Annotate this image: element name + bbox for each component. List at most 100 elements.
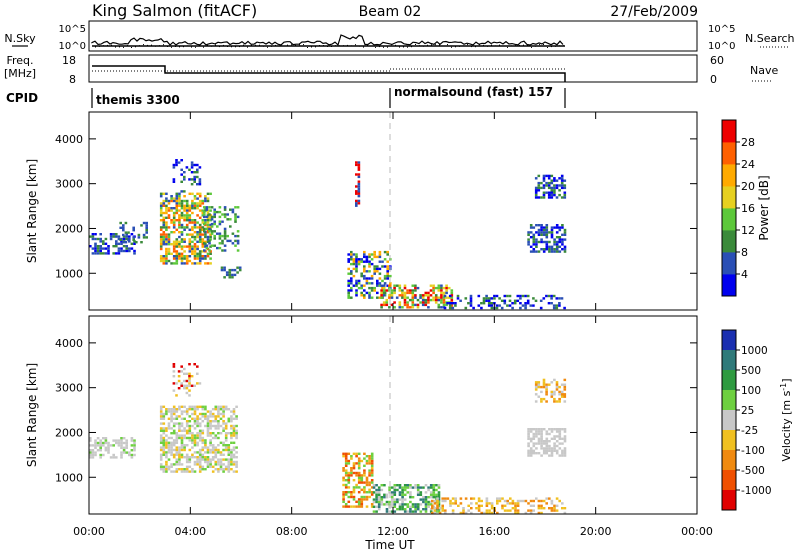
heatmap-cell [527,233,530,236]
heatmap-cell [398,503,402,506]
heatmap-cell [102,437,105,440]
heatmap-cell [419,498,423,501]
heatmap-cell [368,286,371,290]
heatmap-cell [96,252,100,255]
heatmap-cell [419,503,423,506]
heatmap-cell [209,422,212,425]
heatmap-cell [365,459,369,463]
heatmap-cell [406,486,410,489]
heatmap-cell [555,440,559,443]
heatmap-cell [162,223,166,227]
heatmap-cell [422,500,425,504]
heatmap-cell [480,302,483,305]
heatmap-cell [167,199,171,203]
heatmap-cell [185,255,189,258]
heatmap-cell [508,294,512,298]
heatmap-cell [375,493,378,496]
heatmap-cell [563,511,567,515]
heatmap-cell [558,236,562,239]
heatmap-cell [170,470,173,473]
heatmap-cell [347,459,351,463]
heatmap-cell [449,504,452,507]
heatmap-cell [352,464,356,467]
heatmap-cell [344,503,348,506]
heatmap-cell [529,226,533,229]
heatmap-cell [91,451,95,454]
heatmap-cell [409,505,412,508]
heatmap-cell [419,510,423,513]
heatmap-cell [563,191,567,194]
heatmap-cell [198,252,202,255]
heatmap-cell [445,286,448,290]
heatmap-cell [170,420,173,423]
heatmap-cell [350,255,353,259]
heatmap-cell [347,291,350,295]
heatmap-cell [204,417,207,420]
heatmap-cell [490,306,494,310]
heatmap-cell [206,429,210,432]
heatmap-cell [539,299,543,302]
heatmap-cell [401,294,404,297]
heatmap-cell [175,470,179,473]
heatmap-cell [436,507,439,510]
heatmap-cell [175,159,178,162]
heatmap-cell [529,511,533,515]
heatmap-cell [226,234,229,238]
heatmap-cell [472,306,475,310]
heatmap-cell [172,422,176,425]
heatmap-cell [365,258,369,261]
heatmap-cell [382,284,386,287]
heatmap-cell [437,303,441,307]
heatmap-cell [170,209,173,212]
heatmap-cell [401,296,404,299]
heatmap-cell [180,410,184,413]
heatmap-cell [516,511,520,515]
heatmap-cell [234,220,237,223]
heatmap-cell [180,453,184,456]
heatmap-cell [527,435,530,438]
heatmap-cell [180,199,184,203]
heatmap-cell [230,451,233,454]
heatmap-cell [172,166,176,169]
heatmap-cell [115,441,118,445]
heatmap-cell [490,511,494,515]
heatmap-cell [128,451,131,454]
heatmap-cell [545,447,549,450]
heatmap-cell [360,459,364,463]
y-tick-label: 3000 [55,382,83,395]
heatmap-cell [496,502,499,505]
heatmap-cell [223,276,226,279]
heatmap-cell [142,233,146,237]
heatmap-cell [235,446,238,449]
heatmap-cell [185,245,189,248]
heatmap-cell [558,238,562,241]
heatmap-cell [159,211,163,215]
heatmap-cell [444,511,447,515]
colorbar-tick-label: 8 [741,246,748,259]
heatmap-cell [462,511,465,515]
heatmap-cell [526,294,530,298]
heatmap-cell [344,459,348,463]
heatmap-cell [514,507,517,510]
heatmap-cell [159,439,163,442]
heatmap-cell [547,191,551,194]
heatmap-cell [209,434,212,437]
heatmap-cell [555,306,559,310]
heatmap-cell [550,189,554,192]
heatmap-cell [198,199,202,203]
heatmap-cell [482,299,486,302]
heatmap-cell [454,502,457,505]
heatmap-cell [352,479,356,482]
heatmap-cell [385,289,389,292]
heatmap-cell [198,223,202,227]
heatmap-cell [112,252,115,255]
heatmap-cell [217,444,220,447]
heatmap-cell [165,427,168,430]
heatmap-cell [555,240,559,244]
heatmap-cell [488,509,491,512]
heatmap-cell [201,221,205,224]
heatmap-cell [204,468,207,471]
heatmap-cell [201,226,205,229]
heatmap-cell [537,430,541,433]
heatmap-cell [188,375,191,378]
